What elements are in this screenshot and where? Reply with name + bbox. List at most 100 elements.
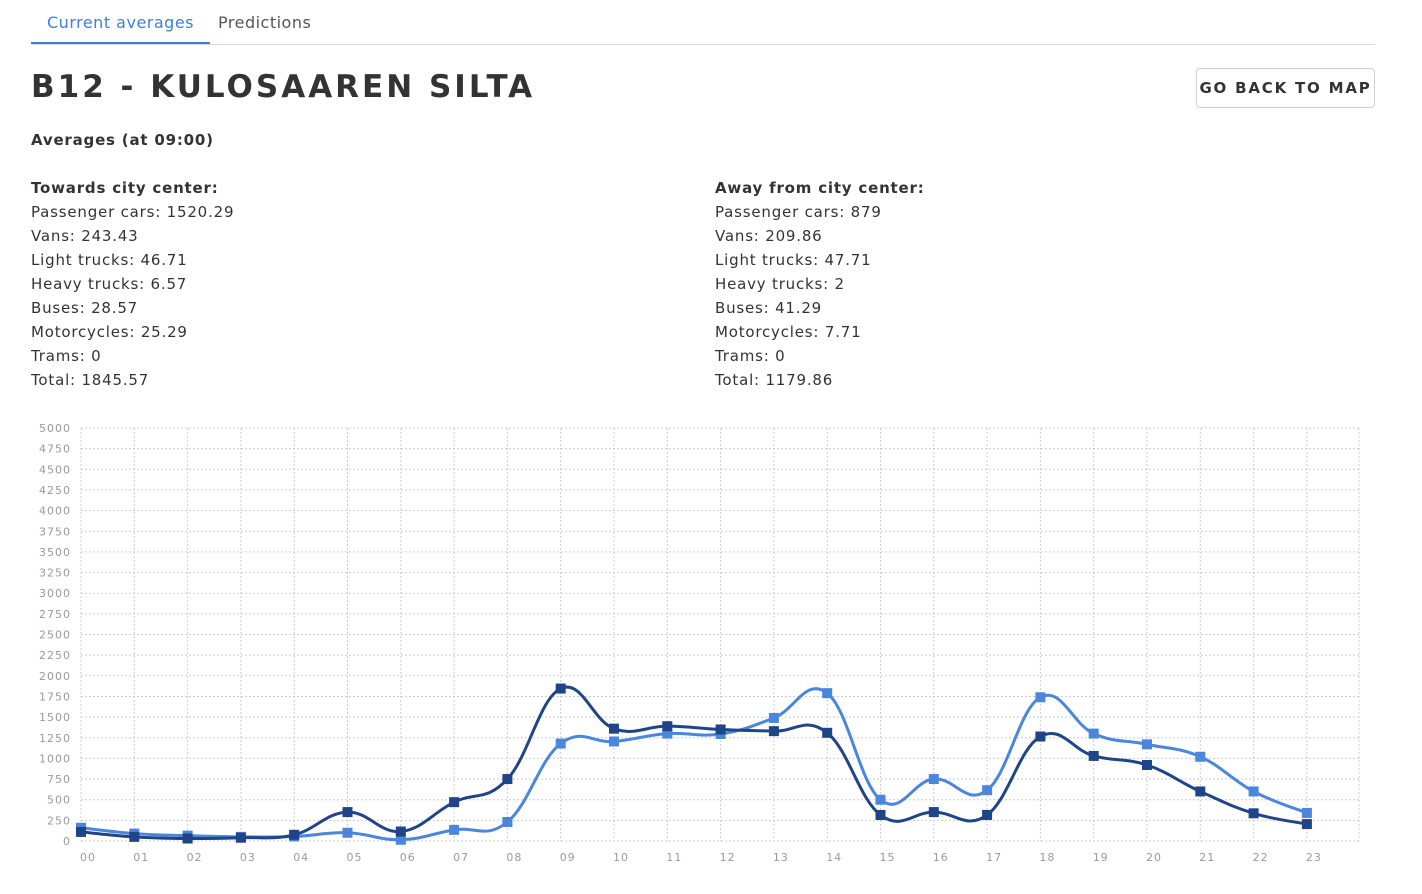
page-title: B12 - KULOSAAREN SILTA: [31, 69, 536, 105]
towards-total: Total: 1845.57: [31, 371, 150, 389]
data-point-light: [1301, 807, 1312, 818]
y-tick-label: 250: [47, 814, 71, 827]
away-trams: Trams: 0: [715, 347, 786, 365]
data-point-light: [1088, 728, 1099, 739]
y-tick-label: 1250: [39, 732, 71, 745]
data-point-dark: [928, 807, 939, 818]
data-point-dark: [395, 826, 406, 837]
towards-heavy-trucks: Heavy trucks: 6.57: [31, 275, 188, 293]
data-point-dark: [76, 826, 86, 837]
y-tick-label: 3750: [39, 525, 71, 538]
towards-trams: Trams: 0: [31, 347, 102, 365]
y-tick-label: 2750: [39, 608, 71, 621]
tab-current-averages[interactable]: Current averages: [31, 0, 211, 44]
towards-light-trucks: Light trucks: 46.71: [31, 251, 188, 269]
data-point-dark: [982, 809, 993, 820]
y-tick-label: 1750: [39, 690, 71, 703]
data-point-light: [502, 817, 513, 828]
data-point-dark: [1035, 731, 1046, 742]
data-point-light: [1195, 751, 1206, 762]
x-tick-label: 04: [293, 851, 309, 864]
data-point-dark: [1142, 760, 1152, 771]
tab-predictions[interactable]: Predictions: [218, 13, 312, 32]
data-point-dark: [715, 724, 726, 735]
x-tick-label: 13: [773, 851, 789, 864]
data-point-light: [1142, 739, 1152, 750]
data-point-light: [1248, 786, 1259, 797]
x-tick-label: 23: [1306, 851, 1322, 864]
towards-vans: Vans: 243.43: [31, 227, 139, 245]
data-point-dark: [1248, 808, 1259, 819]
away-heading: Away from city center:: [715, 179, 925, 197]
y-tick-label: 4000: [39, 505, 71, 518]
data-point-light: [928, 774, 939, 785]
x-tick-label: 12: [720, 851, 736, 864]
data-point-dark: [289, 829, 300, 840]
away-vans: Vans: 209.86: [715, 227, 823, 245]
y-tick-label: 3250: [39, 567, 71, 580]
y-tick-label: 3500: [39, 546, 71, 559]
x-tick-label: 11: [666, 851, 682, 864]
away-passenger-cars: Passenger cars: 879: [715, 203, 882, 221]
data-point-dark: [555, 683, 566, 694]
x-tick-label: 07: [453, 851, 469, 864]
x-tick-label: 20: [1146, 851, 1162, 864]
away-from-city-center-stats: Away from city center: Passenger cars: 8…: [715, 176, 925, 392]
y-tick-label: 0: [63, 835, 71, 848]
towards-city-center-stats: Towards city center: Passenger cars: 152…: [31, 176, 234, 392]
towards-motorcycles: Motorcycles: 25.29: [31, 323, 188, 341]
x-tick-label: 14: [826, 851, 842, 864]
averages-heading: Averages (at 09:00): [31, 131, 214, 149]
x-tick-label: 09: [560, 851, 576, 864]
data-point-light: [822, 688, 833, 699]
data-point-dark: [449, 797, 460, 808]
y-tick-label: 500: [47, 794, 71, 807]
x-tick-label: 02: [187, 851, 203, 864]
data-point-dark: [129, 831, 140, 842]
away-heavy-trucks: Heavy trucks: 2: [715, 275, 845, 293]
data-point-light: [982, 785, 993, 796]
tab-bar: Current averages Predictions: [31, 0, 1375, 45]
data-point-light: [449, 824, 460, 835]
data-point-light: [662, 728, 673, 739]
y-tick-label: 1500: [39, 711, 71, 724]
data-point-dark: [342, 807, 353, 818]
towards-buses: Buses: 28.57: [31, 299, 139, 317]
data-point-light: [342, 827, 353, 838]
data-point-dark: [822, 727, 833, 738]
data-point-dark: [182, 833, 193, 844]
series-line-light: [80, 687, 1308, 842]
away-light-trucks: Light trucks: 47.71: [715, 251, 872, 269]
x-tick-label: 21: [1199, 851, 1215, 864]
y-tick-label: 4500: [39, 463, 71, 476]
data-point-dark: [1301, 819, 1312, 830]
x-tick-label: 03: [240, 851, 256, 864]
data-point-dark: [875, 809, 886, 820]
series-line-dark: [80, 685, 1308, 841]
towards-passenger-cars: Passenger cars: 1520.29: [31, 203, 235, 221]
data-point-dark: [609, 723, 619, 734]
y-tick-label: 1000: [39, 752, 71, 765]
y-tick-label: 5000: [39, 422, 71, 435]
data-point-light: [555, 738, 566, 749]
x-tick-label: 19: [1093, 851, 1109, 864]
y-tick-label: 3000: [39, 587, 71, 600]
y-tick-label: 2250: [39, 649, 71, 662]
data-point-dark: [662, 721, 673, 732]
x-tick-label: 08: [506, 851, 522, 864]
x-tick-label: 01: [133, 851, 149, 864]
y-tick-label: 4250: [39, 484, 71, 497]
x-tick-label: 15: [880, 851, 896, 864]
away-motorcycles: Motorcycles: 7.71: [715, 323, 862, 341]
data-point-light: [1035, 692, 1046, 703]
go-back-to-map-button[interactable]: GO BACK TO MAP: [1196, 68, 1375, 108]
x-tick-label: 06: [400, 851, 416, 864]
hourly-traffic-line-chart: 0250500750100012501500175020002250250027…: [39, 422, 1360, 864]
y-tick-label: 2000: [39, 670, 71, 683]
data-point-light: [768, 712, 779, 723]
data-point-dark: [768, 726, 779, 737]
x-tick-label: 22: [1253, 851, 1269, 864]
data-point-dark: [502, 774, 513, 785]
y-tick-label: 2500: [39, 629, 71, 642]
data-point-light: [875, 794, 886, 805]
